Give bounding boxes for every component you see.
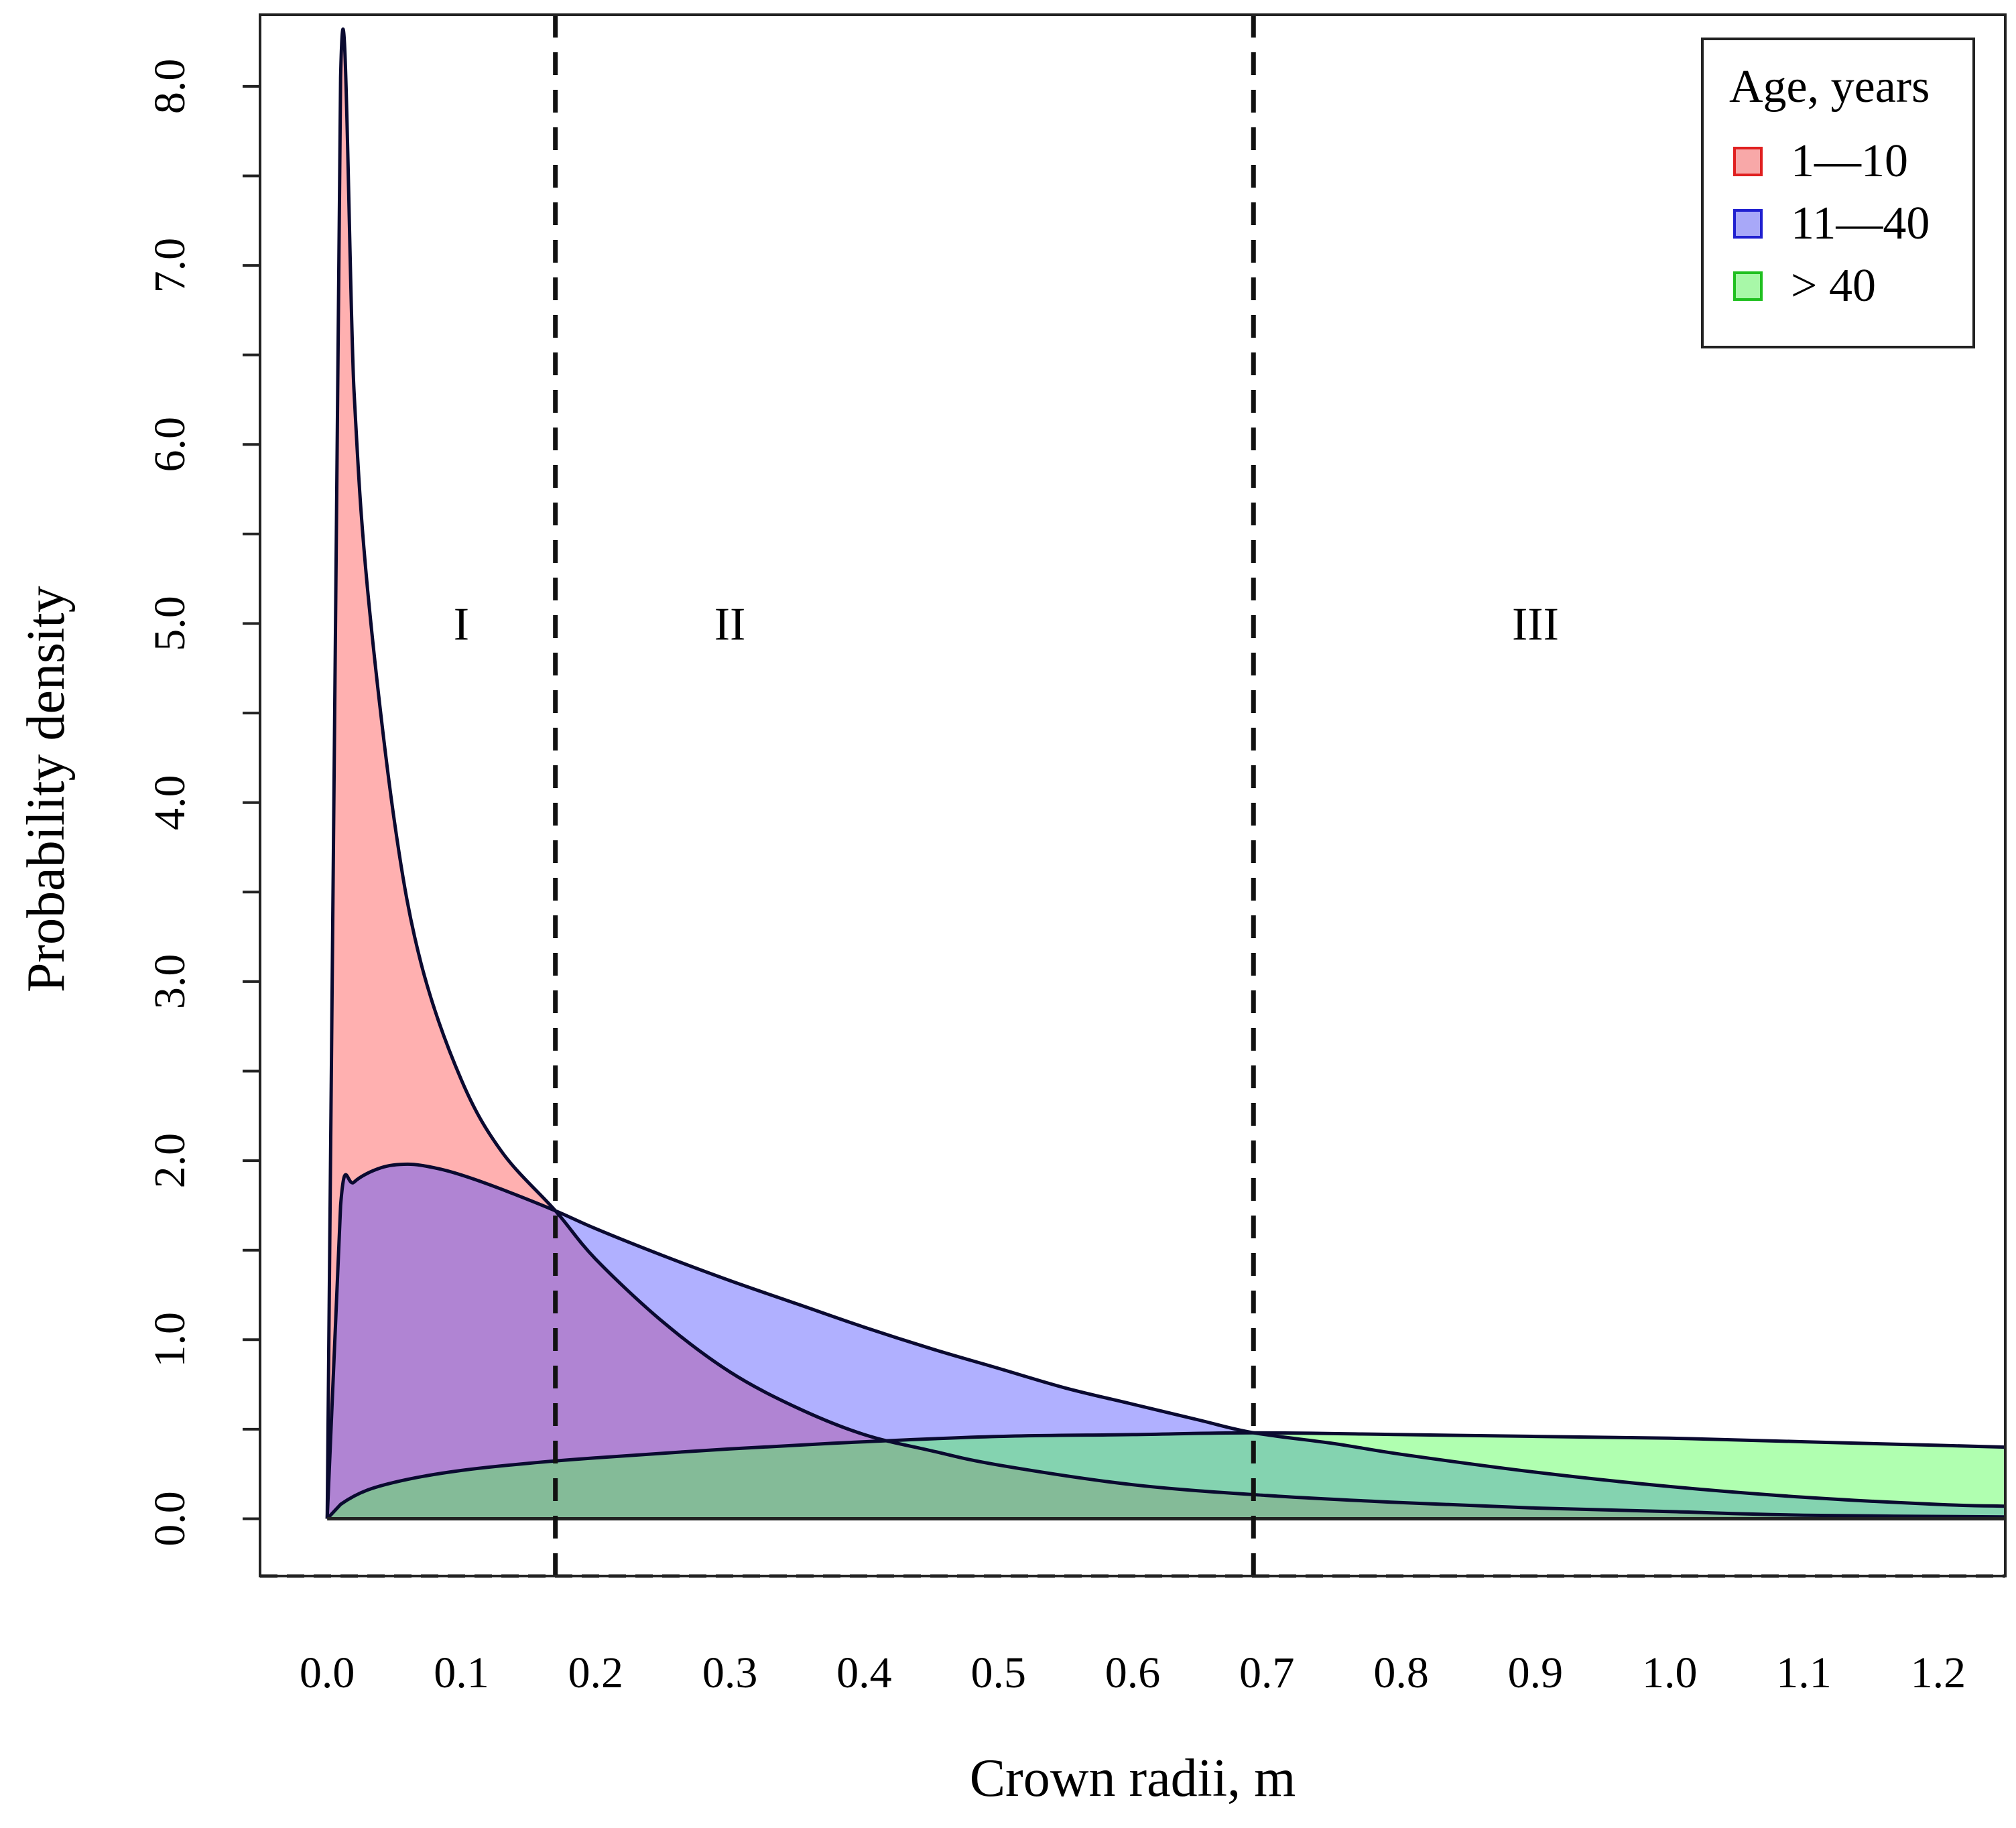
x-tick-label: 0.9 <box>1508 1648 1564 1697</box>
x-tick-label: 1.1 <box>1776 1648 1832 1697</box>
x-tick-label: 1.2 <box>1911 1648 1966 1697</box>
x-tick-label: 0.0 <box>300 1648 355 1697</box>
legend-label-1: 1—10 <box>1791 135 1908 187</box>
legend: Age, years 1—10 11—40 > 40 <box>1701 38 1975 348</box>
x-tick-label: 0.3 <box>702 1648 758 1697</box>
x-tick-label: 0.4 <box>836 1648 892 1697</box>
y-tick-label: 8.0 <box>145 59 194 115</box>
x-tick-label: 0.8 <box>1373 1648 1429 1697</box>
x-tick-label: 1.0 <box>1642 1648 1698 1697</box>
legend-swatch-2 <box>1733 209 1763 239</box>
series-line-2 <box>325 1162 2005 1519</box>
y-tick-label: 0.0 <box>145 1491 194 1547</box>
density-areas <box>327 29 2005 1519</box>
series-line-3 <box>326 1431 2005 1520</box>
series-area-2 <box>327 1164 2005 1519</box>
legend-swatch-3 <box>1733 271 1763 301</box>
density-curves <box>325 27 2005 1520</box>
region-label-1: I <box>454 598 469 650</box>
y-tick-label: 6.0 <box>145 417 194 472</box>
x-tick-label: 0.7 <box>1239 1648 1295 1697</box>
y-tick-label: 4.0 <box>145 775 194 830</box>
y-tick-label: 5.0 <box>145 596 194 651</box>
legend-title: Age, years <box>1729 61 1930 113</box>
region-label-2: II <box>714 598 746 650</box>
y-axis: 0.0 1.0 2.0 3.0 4.0 5.0 6.0 7.0 8.0 <box>145 59 261 1547</box>
region-labels: I II III <box>454 598 1559 650</box>
x-axis-title: Crown radii, m <box>970 1749 1296 1808</box>
y-tick-label: 1.0 <box>145 1312 194 1368</box>
legend-swatch-1 <box>1733 147 1763 176</box>
y-tick-label: 3.0 <box>145 954 194 1010</box>
x-tick-label: 0.1 <box>434 1648 489 1697</box>
x-tick-label: 0.6 <box>1105 1648 1161 1697</box>
legend-label-2: 11—40 <box>1791 198 1930 249</box>
region-label-3: III <box>1512 598 1559 650</box>
x-axis: 0.0 0.1 0.2 0.3 0.4 0.5 0.6 0.7 0.8 0.9 1.0 1.1 1.2 <box>300 1648 1966 1697</box>
x-tick-label: 0.2 <box>568 1648 624 1697</box>
series-area-1 <box>327 29 2005 1519</box>
legend-label-3: > 40 <box>1791 260 1876 312</box>
y-tick-label: 7.0 <box>145 238 194 293</box>
series-line-1 <box>325 27 2005 1519</box>
series-area-3 <box>327 1433 2005 1519</box>
y-axis-title: Probability density <box>17 586 76 992</box>
y-tick-label: 2.0 <box>145 1133 194 1189</box>
x-tick-label: 0.5 <box>970 1648 1026 1697</box>
